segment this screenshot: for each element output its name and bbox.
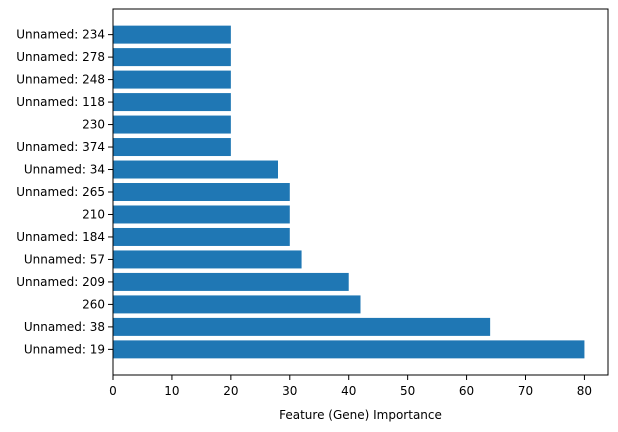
x-axis-ticks: 0 10 20 30 40 50 60 70 80 bbox=[109, 375, 592, 398]
y-tick-label: Unnamed: 184 bbox=[16, 230, 105, 244]
y-tick-label: Unnamed: 248 bbox=[16, 73, 105, 87]
y-tick-label: Unnamed: 278 bbox=[16, 50, 105, 64]
plot-frame bbox=[112, 8, 609, 376]
bar-unnamed-265 bbox=[113, 183, 290, 201]
bar-unnamed-374 bbox=[113, 138, 231, 157]
y-tick-label: Unnamed: 118 bbox=[16, 95, 105, 109]
x-tick-label: 70 bbox=[518, 384, 533, 398]
x-axis-label: Feature (Gene) Importance bbox=[279, 408, 442, 422]
bar-unnamed-19 bbox=[113, 340, 585, 359]
bars-layer bbox=[113, 25, 585, 359]
y-tick-label: Unnamed: 34 bbox=[24, 163, 105, 177]
y-tick-label: Unnamed: 57 bbox=[24, 252, 105, 266]
x-tick-label: 30 bbox=[282, 384, 297, 398]
y-tick-label: Unnamed: 38 bbox=[24, 320, 105, 334]
bar-unnamed-57 bbox=[113, 250, 302, 269]
y-tick-label: Unnamed: 209 bbox=[16, 275, 105, 289]
y-tick-label: Unnamed: 374 bbox=[16, 140, 105, 154]
y-tick-label: 210 bbox=[82, 207, 105, 221]
bar-unnamed-209 bbox=[113, 272, 349, 291]
bar-260 bbox=[113, 295, 361, 314]
x-tick-label: 50 bbox=[400, 384, 415, 398]
x-tick-label: 40 bbox=[341, 384, 356, 398]
bar-230 bbox=[113, 115, 231, 134]
bar-unnamed-38 bbox=[113, 317, 491, 336]
x-tick-label: 60 bbox=[459, 384, 474, 398]
bar-unnamed-234 bbox=[113, 25, 231, 44]
y-tick-label: Unnamed: 19 bbox=[24, 342, 105, 356]
y-tick-label: 230 bbox=[82, 118, 105, 132]
bar-unnamed-184 bbox=[113, 227, 290, 246]
bar-unnamed-34 bbox=[113, 160, 278, 179]
x-tick-label: 80 bbox=[577, 384, 592, 398]
y-tick-label: Unnamed: 234 bbox=[16, 28, 105, 42]
bar-unnamed-248 bbox=[113, 70, 231, 89]
x-tick-label: 20 bbox=[223, 384, 238, 398]
x-tick-label: 10 bbox=[164, 384, 179, 398]
y-axis-ticks: Unnamed: 19 Unnamed: 38 260 Unnamed: 209 Unn… bbox=[16, 28, 113, 356]
x-tick-label: 0 bbox=[109, 384, 117, 398]
bar-unnamed-278 bbox=[113, 48, 231, 67]
bar-unnamed-118 bbox=[113, 93, 231, 112]
y-tick-label: Unnamed: 265 bbox=[16, 185, 105, 199]
bar-210 bbox=[113, 205, 290, 224]
y-tick-label: 260 bbox=[82, 297, 105, 311]
